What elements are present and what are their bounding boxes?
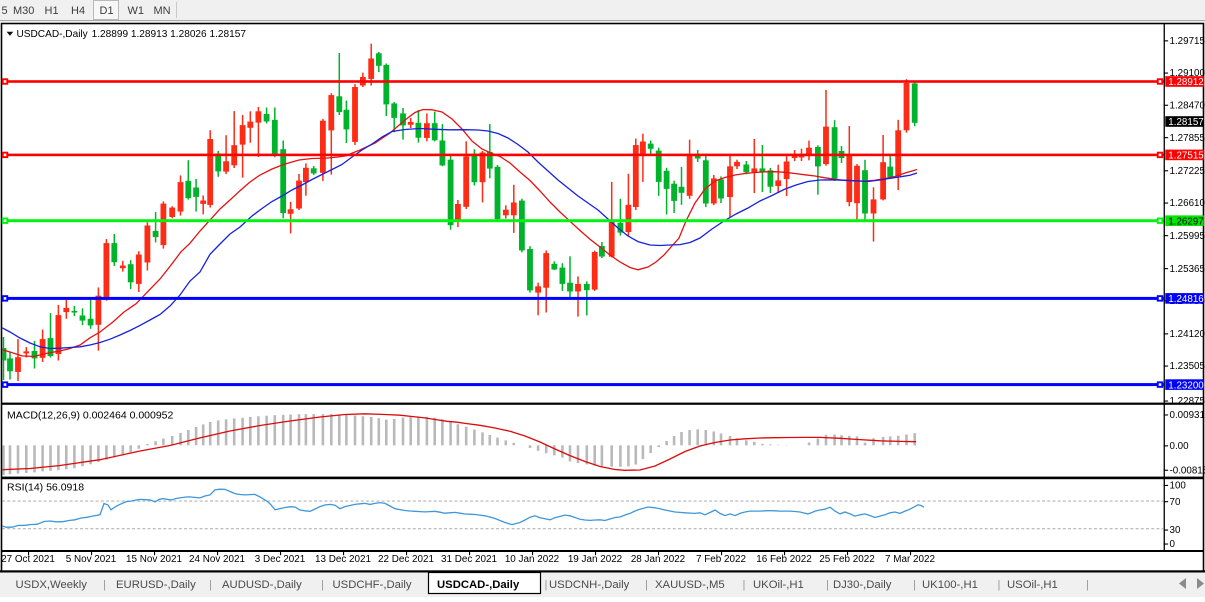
svg-text:MACD(12,26,9) 0.002464 0.00095: MACD(12,26,9) 0.002464 0.000952	[7, 410, 174, 422]
svg-text:7 Mar 2022: 7 Mar 2022	[885, 554, 935, 565]
svg-text:25 Feb 2022: 25 Feb 2022	[819, 554, 874, 565]
svg-text:70: 70	[1170, 497, 1181, 508]
svg-text:1.23505: 1.23505	[1170, 361, 1205, 372]
svg-text:H1: H1	[45, 5, 59, 17]
svg-text:1.26610: 1.26610	[1170, 198, 1205, 209]
svg-text:DJ30-,Daily: DJ30-,Daily	[833, 579, 892, 591]
svg-text:10 Jan 2022: 10 Jan 2022	[505, 554, 559, 565]
svg-text:1.28899 1.28913 1.28026 1.2815: 1.28899 1.28913 1.28026 1.28157	[92, 29, 247, 40]
svg-text:30: 30	[1170, 525, 1181, 536]
svg-text:1.28157: 1.28157	[1168, 117, 1203, 128]
svg-text:1.28470: 1.28470	[1170, 100, 1205, 111]
svg-text:1.29715: 1.29715	[1170, 36, 1205, 47]
svg-text:0: 0	[1170, 539, 1176, 550]
svg-text:1.27855: 1.27855	[1170, 133, 1205, 144]
svg-text:H4: H4	[71, 5, 85, 17]
svg-text:D1: D1	[100, 5, 114, 17]
svg-text:|: |	[998, 579, 1001, 591]
svg-text:|: |	[1086, 579, 1089, 591]
svg-text:USOil-,H1: USOil-,H1	[1007, 579, 1058, 591]
svg-text:1.24120: 1.24120	[1170, 329, 1205, 340]
svg-text:|: |	[743, 579, 746, 591]
svg-text:M30: M30	[13, 5, 34, 17]
svg-text:1.28912: 1.28912	[1168, 77, 1203, 88]
svg-text:|: |	[321, 579, 324, 591]
svg-text:100: 100	[1170, 481, 1187, 492]
svg-text:USDCAD-,Daily: USDCAD-,Daily	[437, 579, 520, 591]
svg-text:AUDUSD-,Daily: AUDUSD-,Daily	[222, 579, 302, 591]
svg-text:1.25365: 1.25365	[1170, 264, 1205, 275]
svg-text:USDCAD-,Daily: USDCAD-,Daily	[17, 29, 89, 40]
svg-text:UK100-,H1: UK100-,H1	[922, 579, 978, 591]
svg-text:XAUUSD-,M5: XAUUSD-,M5	[655, 579, 725, 591]
svg-text:31 Dec 2021: 31 Dec 2021	[441, 554, 498, 565]
svg-text:13 Dec 2021: 13 Dec 2021	[315, 554, 372, 565]
svg-text:27 Oct 2021: 27 Oct 2021	[1, 554, 55, 565]
svg-text:1.27225: 1.27225	[1170, 166, 1205, 177]
svg-text:1.25995: 1.25995	[1170, 231, 1205, 242]
svg-text:1.23200: 1.23200	[1168, 380, 1204, 391]
svg-text:RSI(14) 56.0918: RSI(14) 56.0918	[7, 482, 84, 494]
svg-text:22 Dec 2021: 22 Dec 2021	[378, 554, 435, 565]
svg-text:W1: W1	[128, 5, 145, 17]
svg-text:MN: MN	[154, 5, 171, 17]
svg-text:|: |	[826, 579, 829, 591]
svg-text:|: |	[645, 579, 648, 591]
svg-text:16 Feb 2022: 16 Feb 2022	[756, 554, 811, 565]
svg-text:USDX,Weekly: USDX,Weekly	[16, 579, 88, 591]
svg-text:5 Nov 2021: 5 Nov 2021	[66, 554, 117, 565]
svg-text:USDCHF-,Daily: USDCHF-,Daily	[333, 579, 412, 591]
svg-text:3 Dec 2021: 3 Dec 2021	[255, 554, 306, 565]
svg-text:EURUSD-,Daily: EURUSD-,Daily	[116, 579, 196, 591]
svg-text:1.26297: 1.26297	[1168, 216, 1203, 227]
svg-text:0.00: 0.00	[1170, 441, 1190, 452]
svg-text:24 Nov 2021: 24 Nov 2021	[189, 554, 246, 565]
svg-text:19 Jan 2022: 19 Jan 2022	[568, 554, 622, 565]
svg-text:|: |	[545, 579, 548, 591]
svg-text:|: |	[913, 579, 916, 591]
svg-text:7 Feb 2022: 7 Feb 2022	[696, 554, 746, 565]
svg-text:0.00931: 0.00931	[1170, 410, 1205, 421]
svg-text:28 Jan 2022: 28 Jan 2022	[631, 554, 685, 565]
svg-text:1.27515: 1.27515	[1168, 151, 1204, 162]
svg-text:|: |	[103, 579, 106, 591]
svg-text:1.22875: 1.22875	[1170, 396, 1205, 407]
svg-text:USDCNH-,Daily: USDCNH-,Daily	[549, 579, 630, 591]
svg-text:1.24816: 1.24816	[1168, 294, 1204, 305]
svg-text:5: 5	[2, 5, 8, 17]
svg-text:15 Nov 2021: 15 Nov 2021	[126, 554, 183, 565]
svg-text:|: |	[209, 579, 212, 591]
svg-text:UKOil-,H1: UKOil-,H1	[753, 579, 804, 591]
svg-text:-0.00815: -0.00815	[1170, 465, 1205, 476]
